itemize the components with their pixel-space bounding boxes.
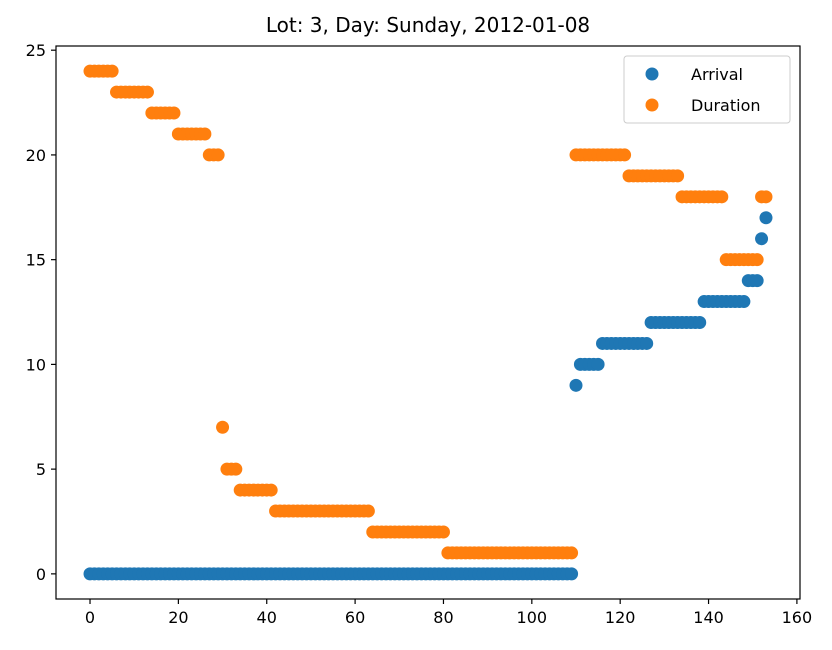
duration-point [264,483,278,497]
y-tick-label: 25 [26,41,46,60]
axes: 0 20 40 60 80 100 120 140 160 0 5 10 15 20 25 [26,41,813,627]
series-duration [83,64,773,560]
arrival-point [569,378,583,392]
y-tick-label: 10 [26,355,46,374]
duration-point [671,169,685,183]
duration-point [759,190,773,204]
x-tick-label: 160 [782,608,813,627]
y-tick-label: 15 [26,251,46,270]
arrival-point [759,211,773,225]
arrival-point [565,567,579,581]
duration-point [167,106,181,120]
arrival-point [591,357,605,371]
duration-point [140,85,154,99]
arrival-point [693,316,707,329]
x-tick-label: 100 [517,608,548,627]
arrival-point [750,274,764,288]
x-tick-label: 20 [168,608,188,627]
legend-marker-duration [645,98,659,112]
y-tick-label: 0 [36,565,46,584]
y-tick-label: 20 [26,146,46,165]
x-tick-label: 60 [345,608,365,627]
x-tick-label: 120 [605,608,636,627]
legend-marker-arrival [645,67,659,81]
duration-point [105,64,119,78]
x-tick-label: 40 [257,608,277,627]
duration-point [715,190,729,204]
arrival-point [640,336,654,350]
duration-point [216,420,230,434]
chart-title: Lot: 3, Day: Sunday, 2012-01-08 [266,13,590,37]
legend-label-arrival: Arrival [691,65,743,84]
plot-marks [83,64,773,581]
duration-point [229,462,243,476]
legend: Arrival Duration [623,55,791,124]
arrival-point [755,232,769,246]
duration-point [211,148,225,162]
legend-label-duration: Duration [691,96,761,115]
duration-point [565,546,579,560]
duration-point [618,148,632,162]
series-arrival [83,211,773,581]
duration-point [436,525,450,539]
x-tick-label: 0 [85,608,95,627]
duration-point [750,253,764,267]
legend-box [623,55,791,124]
x-tick-label: 140 [693,608,724,627]
arrival-point [737,295,751,309]
duration-point [361,504,375,518]
duration-point [198,127,212,141]
plot-frame [55,45,801,600]
x-tick-label: 80 [433,608,453,627]
y-tick-label: 5 [36,460,46,479]
